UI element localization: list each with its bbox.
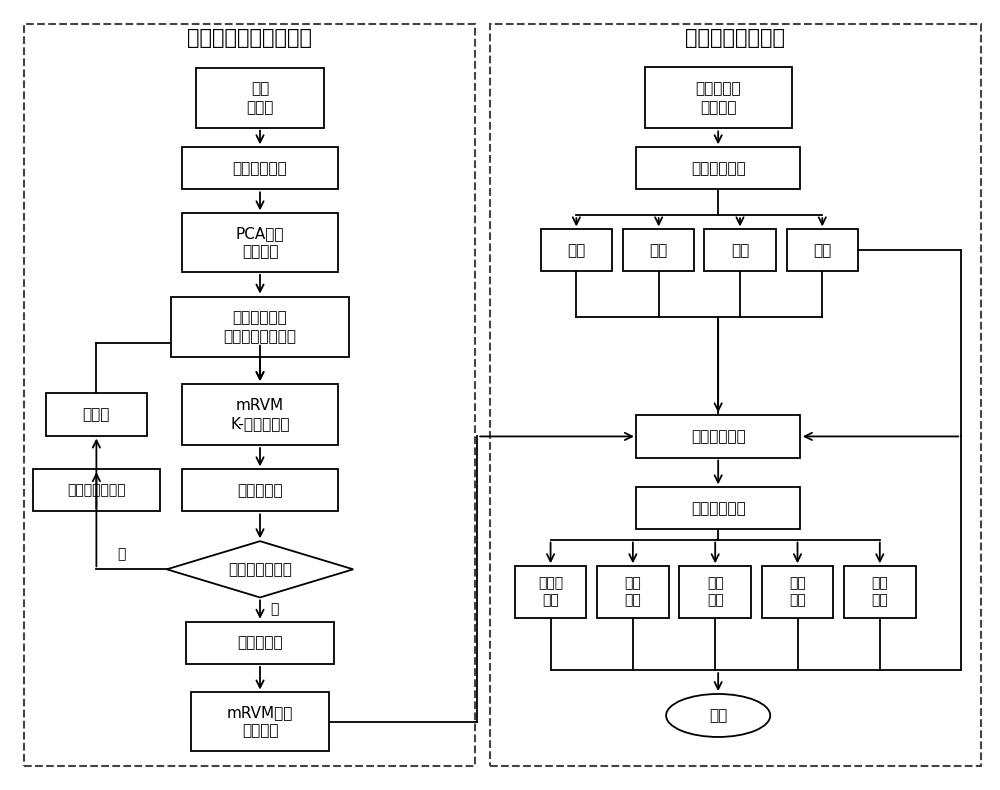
FancyBboxPatch shape <box>623 229 694 272</box>
Text: 粒子群初始化
（核参数初始化）: 粒子群初始化 （核参数初始化） <box>224 310 297 344</box>
Text: 结束: 结束 <box>709 708 727 723</box>
FancyBboxPatch shape <box>636 416 800 457</box>
Text: PCA降维
特征融合: PCA降维 特征融合 <box>236 226 284 259</box>
Text: 严重: 严重 <box>567 243 585 258</box>
FancyBboxPatch shape <box>515 566 586 618</box>
Text: 高能
故障: 高能 故障 <box>789 577 806 608</box>
Text: 输出核参数: 输出核参数 <box>237 635 283 650</box>
Text: 注意: 注意 <box>731 243 749 258</box>
Text: 是否满足条件？: 是否满足条件？ <box>228 562 292 577</box>
Text: 正常: 正常 <box>813 243 831 258</box>
Text: 中低温
过热: 中低温 过热 <box>538 577 563 608</box>
FancyBboxPatch shape <box>645 67 792 129</box>
Text: mRVM模型
训练测试: mRVM模型 训练测试 <box>227 705 293 739</box>
Text: 局部
放电: 局部 放电 <box>871 577 888 608</box>
Text: 适应度函数: 适应度函数 <box>237 483 283 498</box>
Text: 数据
样本集: 数据 样本集 <box>246 81 274 115</box>
Text: 低能
故障: 低能 故障 <box>707 577 724 608</box>
Text: 是: 是 <box>270 603 278 616</box>
FancyBboxPatch shape <box>24 24 475 766</box>
FancyBboxPatch shape <box>636 487 800 529</box>
Ellipse shape <box>666 694 770 737</box>
FancyBboxPatch shape <box>541 229 612 272</box>
Text: mRVM
K-折交叉验证: mRVM K-折交叉验证 <box>230 397 290 431</box>
FancyBboxPatch shape <box>844 566 916 618</box>
FancyBboxPatch shape <box>191 692 329 751</box>
Text: 故障特征信息: 故障特征信息 <box>233 161 287 176</box>
FancyBboxPatch shape <box>182 384 338 445</box>
Text: 高温
过热: 高温 过热 <box>625 577 641 608</box>
FancyBboxPatch shape <box>182 213 338 272</box>
FancyBboxPatch shape <box>679 566 751 618</box>
FancyBboxPatch shape <box>597 566 669 618</box>
FancyBboxPatch shape <box>490 24 981 766</box>
Text: 异常: 异常 <box>650 243 668 258</box>
FancyBboxPatch shape <box>196 68 324 128</box>
Text: 核参数: 核参数 <box>83 407 110 422</box>
Text: 运行状态评估: 运行状态评估 <box>691 161 746 176</box>
FancyBboxPatch shape <box>182 147 338 190</box>
Text: 更新速度和位置: 更新速度和位置 <box>67 483 126 498</box>
Text: 故障诊断模型: 故障诊断模型 <box>691 429 746 444</box>
Text: 故障诊断输出: 故障诊断输出 <box>691 501 746 516</box>
FancyBboxPatch shape <box>704 229 776 272</box>
FancyBboxPatch shape <box>186 622 334 664</box>
FancyBboxPatch shape <box>787 229 858 272</box>
FancyBboxPatch shape <box>46 393 147 435</box>
Text: 故障诊断模型训练测试: 故障诊断模型训练测试 <box>187 28 312 47</box>
FancyBboxPatch shape <box>636 147 800 190</box>
FancyBboxPatch shape <box>33 469 160 511</box>
Polygon shape <box>167 541 353 597</box>
FancyBboxPatch shape <box>171 296 349 358</box>
FancyBboxPatch shape <box>762 566 833 618</box>
Text: 故障诊断模型应用: 故障诊断模型应用 <box>685 28 785 47</box>
Text: 否: 否 <box>117 547 126 562</box>
FancyBboxPatch shape <box>182 469 338 511</box>
Text: 获取变压器
运行数据: 获取变压器 运行数据 <box>695 81 741 115</box>
